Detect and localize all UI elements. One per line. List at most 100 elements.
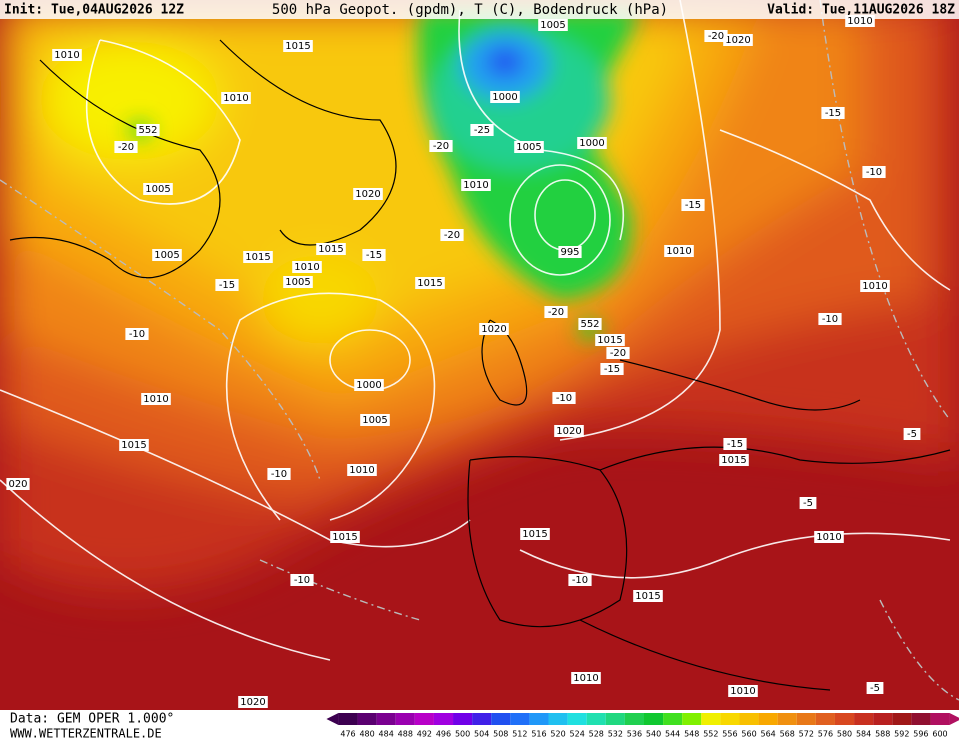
contour-label-box	[633, 590, 663, 602]
scale-box	[720, 713, 740, 725]
scale-label: 520	[550, 730, 565, 739]
contour-label-box	[267, 468, 291, 480]
header-bar	[0, 0, 959, 19]
contour-label: 1005	[362, 415, 387, 426]
scale-label: 600	[932, 730, 947, 739]
contour-label-box	[600, 363, 624, 375]
scale-label: 544	[665, 730, 680, 739]
contour-label: 1010	[463, 180, 488, 191]
contour-label-box	[799, 497, 817, 509]
scale-label: 588	[875, 730, 890, 739]
contour-label: -25	[474, 125, 490, 136]
contour-label-box	[353, 188, 383, 200]
contour-label: 1010	[54, 50, 79, 61]
scale-label: 556	[722, 730, 737, 739]
contour-label: 1015	[245, 252, 270, 263]
scale-box	[529, 713, 549, 725]
contour-label-box	[520, 528, 550, 540]
contour-label: -15	[219, 280, 235, 291]
scale-box	[911, 713, 931, 725]
contour-label-box	[243, 251, 273, 263]
contour-label-box	[330, 531, 360, 543]
scale-box	[376, 713, 396, 725]
scale-label: 560	[741, 730, 756, 739]
contour-label: -10	[556, 393, 572, 404]
scale-box	[873, 713, 893, 725]
contour-label: -15	[727, 439, 743, 450]
scale-label: 552	[703, 730, 718, 739]
scale-label: 536	[627, 730, 642, 739]
contour-label: 1010	[862, 281, 887, 292]
contour-label: 1010	[847, 16, 872, 27]
scale-box	[892, 713, 912, 725]
contour-label: 1010	[573, 673, 598, 684]
contour-label-box	[903, 428, 921, 440]
contour-label-box	[723, 438, 747, 450]
contour-label-box	[415, 277, 445, 289]
contour-label: 1015	[318, 244, 343, 255]
scale-box	[433, 713, 454, 725]
scale-box	[510, 713, 530, 725]
scale-label: 532	[608, 730, 623, 739]
contour-label-box	[125, 328, 149, 340]
contour-label: -15	[604, 364, 620, 375]
scale-box	[758, 713, 778, 725]
contour-label: 1010	[816, 532, 841, 543]
scale-box	[796, 713, 816, 725]
contour-label: 1015	[332, 532, 357, 543]
contour-label-box	[316, 243, 346, 255]
contour-label: 552	[580, 319, 599, 330]
scale-label: 488	[398, 730, 413, 739]
contour-label-box	[347, 464, 377, 476]
contour-label: 1015	[635, 591, 660, 602]
contour-label: -20	[708, 31, 724, 42]
contour-label: 1010	[294, 262, 319, 273]
scale-box	[338, 713, 358, 725]
scale-box	[624, 713, 644, 725]
scale-label: 480	[359, 730, 374, 739]
contour-label: 1005	[145, 184, 170, 195]
website: WWW.WETTERZENTRALE.DE	[10, 727, 162, 741]
contour-label: 995	[560, 247, 579, 258]
contour-label-box	[152, 249, 182, 261]
contour-label-box	[440, 229, 464, 241]
scale-box	[682, 713, 702, 725]
scale-box	[453, 713, 473, 725]
scale-arrow-right	[949, 713, 959, 725]
contour-label-box	[292, 261, 322, 273]
contour-label-box	[429, 140, 453, 152]
contour-label-box	[479, 323, 509, 335]
init-time: Init: Tue,04AUG2026 12Z	[4, 3, 184, 18]
scale-label: 580	[837, 730, 852, 739]
contour-label: 020	[8, 479, 27, 490]
contour-label-box	[818, 313, 842, 325]
scale-box	[567, 713, 587, 725]
map-field	[0, 0, 959, 710]
scale-box	[491, 713, 511, 725]
scale-label: 512	[512, 730, 527, 739]
contour-label: -15	[825, 108, 841, 119]
contour-label: 1020	[725, 35, 750, 46]
contour-label: 1015	[121, 440, 146, 451]
contour-label: 1020	[481, 324, 506, 335]
scale-label: 508	[493, 730, 508, 739]
contour-label: 1015	[522, 529, 547, 540]
scale-label: 496	[436, 730, 451, 739]
contour-label: 1020	[556, 426, 581, 437]
contour-label-box	[664, 245, 694, 257]
contour-label: 1000	[356, 380, 381, 391]
scale-box	[930, 713, 950, 725]
contour-label-box	[514, 141, 544, 153]
contour-label-box	[119, 439, 149, 451]
scale-box	[548, 713, 568, 725]
contour-label: -10	[271, 469, 287, 480]
contour-label-box	[490, 91, 520, 103]
contour-label: 1005	[540, 20, 565, 31]
scale-box	[644, 713, 664, 725]
scale-label: 524	[570, 730, 585, 739]
contour-label: -10	[822, 314, 838, 325]
valid-time: Valid: Tue,11AUG2026 18Z	[767, 3, 955, 18]
data-source: Data: GEM OPER 1.000°	[10, 712, 174, 727]
contour-label: -20	[548, 307, 564, 318]
contour-label-box	[821, 107, 845, 119]
